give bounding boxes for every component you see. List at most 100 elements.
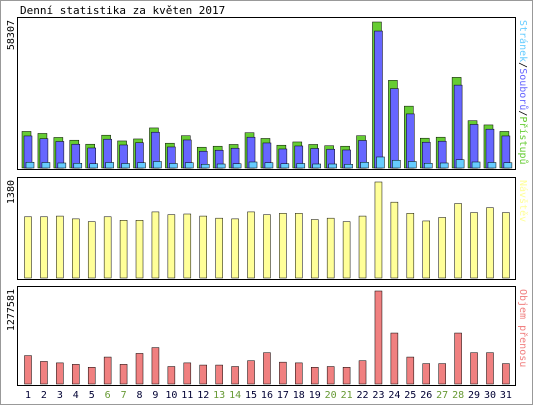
bar-volume-day-9 xyxy=(151,347,160,385)
bar-visits-day-31 xyxy=(502,212,510,279)
x-label-day-27: 27 xyxy=(436,390,448,401)
bar-visits-day-1 xyxy=(24,216,32,279)
bar-visits-day-2 xyxy=(40,216,48,279)
bar-pages-day-27 xyxy=(439,162,449,169)
bar-visits-day-13 xyxy=(215,217,223,279)
bar-pages-day-7 xyxy=(121,163,130,169)
bar-pages-day-25 xyxy=(408,161,417,169)
bar-visits-day-7 xyxy=(119,220,128,279)
panel-legend: Návštěv xyxy=(517,180,529,222)
bar-visits-day-23 xyxy=(374,181,383,279)
bar-pages-day-5 xyxy=(89,163,98,169)
x-label-day-21: 21 xyxy=(341,390,353,401)
x-label-day-4: 4 xyxy=(73,390,79,401)
bar-visits-day-28 xyxy=(454,203,462,279)
bar-visits-day-20 xyxy=(326,217,335,279)
bar-volume-day-26 xyxy=(422,363,430,385)
x-label-day-6: 6 xyxy=(105,390,111,401)
bar-visits-day-24 xyxy=(390,201,399,279)
bar-volume-day-30 xyxy=(486,352,494,385)
bar-volume-day-28 xyxy=(454,332,462,385)
bar-visits-day-19 xyxy=(310,219,319,279)
bar-visits-day-6 xyxy=(103,216,112,279)
legend-entry: / xyxy=(517,110,528,116)
panel-traffic: 58307 Stránek/Souborů/Přístupů xyxy=(6,17,529,170)
bar-volume-day-29 xyxy=(470,352,478,385)
bar-visits-day-22 xyxy=(358,215,367,279)
chart-title: Denní statistika za květen 2017 xyxy=(20,4,225,17)
bar-volume-day-8 xyxy=(135,353,144,385)
bar-pages-day-11 xyxy=(185,162,194,169)
bar-volume-day-22 xyxy=(358,360,367,385)
x-label-day-31: 31 xyxy=(500,390,512,401)
bar-pages-day-3 xyxy=(57,162,67,169)
bar-pages-day-16 xyxy=(264,162,274,169)
x-label-day-17: 17 xyxy=(277,390,289,401)
bar-pages-day-6 xyxy=(105,162,114,169)
legend-entry: Souborů xyxy=(517,68,529,110)
bar-visits-day-12 xyxy=(199,215,207,279)
legend-entry: Stránek xyxy=(517,20,529,62)
legend-entry: Návštěv xyxy=(517,180,529,222)
bar-pages-day-20 xyxy=(328,163,337,169)
bar-pages-day-19 xyxy=(312,163,321,169)
x-label-day-28: 28 xyxy=(452,390,464,401)
bar-pages-day-9 xyxy=(153,161,162,169)
bar-pages-day-23 xyxy=(376,156,385,169)
x-label-day-14: 14 xyxy=(229,390,241,401)
bar-visits-day-4 xyxy=(72,218,80,279)
bar-volume-day-7 xyxy=(119,364,128,385)
x-label-day-18: 18 xyxy=(293,390,305,401)
x-label-day-16: 16 xyxy=(261,390,273,401)
x-label-day-23: 23 xyxy=(372,390,384,401)
bar-visits-day-18 xyxy=(295,213,303,279)
bar-visits-day-21 xyxy=(342,221,351,279)
bar-volume-day-18 xyxy=(295,362,303,385)
bar-volume-day-25 xyxy=(406,356,415,385)
panel-volume: 1277581 Objem přenosu xyxy=(6,286,529,386)
x-label-day-7: 7 xyxy=(121,390,127,401)
bar-volume-day-13 xyxy=(215,364,223,385)
bar-pages-day-13 xyxy=(216,163,226,169)
bar-visits-day-10 xyxy=(167,214,176,279)
bar-volume-day-14 xyxy=(231,366,239,385)
bar-visits-day-16 xyxy=(263,214,271,279)
bar-volume-day-15 xyxy=(247,360,255,385)
legend-entry: / xyxy=(517,62,528,68)
bar-volume-day-4 xyxy=(72,364,80,385)
bar-pages-day-26 xyxy=(424,162,433,169)
bar-pages-day-21 xyxy=(344,163,353,169)
bar-pages-day-31 xyxy=(503,162,513,169)
panel-legend: Objem přenosu xyxy=(517,289,529,367)
bar-volume-day-27 xyxy=(438,363,446,385)
bar-visits-day-5 xyxy=(87,221,96,279)
x-label-day-12: 12 xyxy=(197,390,209,401)
x-label-day-15: 15 xyxy=(245,390,257,401)
bar-pages-day-2 xyxy=(41,162,51,169)
bar-volume-day-12 xyxy=(199,364,207,385)
bar-pages-day-18 xyxy=(296,163,306,169)
bar-visits-day-25 xyxy=(406,213,415,279)
bar-visits-day-14 xyxy=(231,218,239,279)
bar-files-day-23 xyxy=(374,30,383,169)
bar-volume-day-31 xyxy=(502,363,510,385)
panel-max-label: 58307 xyxy=(6,20,17,50)
bar-files-day-24 xyxy=(390,88,399,169)
x-label-day-1: 1 xyxy=(25,390,31,401)
panel-legend: Stránek/Souborů/Přístupů xyxy=(517,20,529,165)
bar-visits-day-15 xyxy=(247,211,255,279)
bar-volume-day-17 xyxy=(279,361,287,385)
bar-files-day-25 xyxy=(406,113,415,169)
bar-volume-day-2 xyxy=(40,361,48,385)
panel-visits: 1380 Návštěv xyxy=(6,177,529,280)
bar-visits-day-27 xyxy=(438,217,446,279)
x-label-day-19: 19 xyxy=(309,390,321,401)
bar-volume-day-6 xyxy=(103,356,112,385)
bar-visits-day-17 xyxy=(279,213,287,279)
x-label-day-13: 13 xyxy=(213,390,225,401)
bar-volume-day-1 xyxy=(24,355,32,385)
bar-volume-day-19 xyxy=(310,367,319,385)
bar-visits-day-11 xyxy=(183,213,192,279)
bar-files-day-29 xyxy=(469,124,479,169)
